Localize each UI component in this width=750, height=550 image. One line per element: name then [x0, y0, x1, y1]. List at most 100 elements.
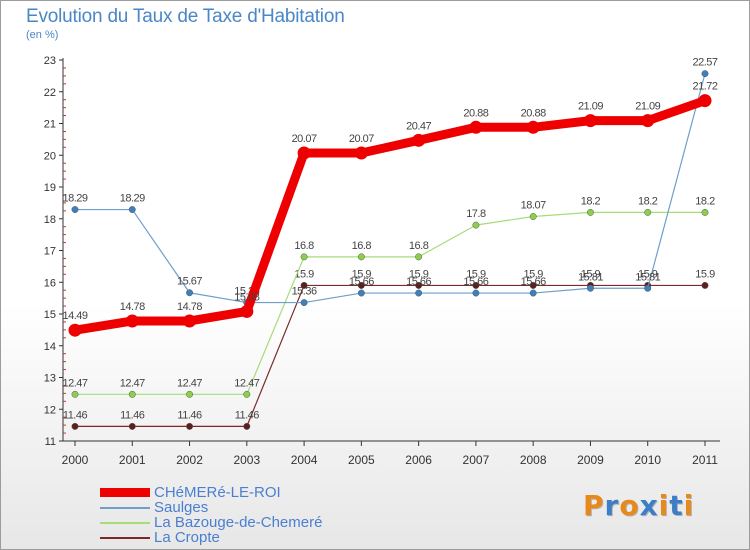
data-label: 11.46 — [120, 409, 145, 421]
data-label: 18.29 — [120, 193, 145, 205]
data-point — [415, 289, 423, 297]
legend-swatch — [100, 506, 150, 509]
y-tick-label: 11 — [45, 436, 56, 448]
data-label: 15.08 — [234, 291, 259, 303]
data-label: 21.09 — [578, 101, 603, 113]
legend-item: La Cropte — [100, 530, 322, 545]
data-point — [125, 314, 139, 328]
chart-legend: CHéMERé-LE-ROI Saulges La Bazouge-de-Cheme… — [100, 485, 322, 545]
data-label: 15.36 — [292, 286, 317, 298]
data-label: 14.78 — [120, 301, 145, 313]
data-point — [415, 281, 423, 289]
data-point — [240, 304, 254, 318]
data-label: 20.07 — [292, 133, 317, 145]
legend-item: Saulges — [100, 500, 322, 515]
data-label: 15.9 — [581, 268, 601, 280]
data-point — [587, 208, 594, 216]
x-tick-label: 2009 — [577, 453, 604, 467]
data-label: 15.9 — [352, 268, 372, 280]
data-label: 15.9 — [294, 268, 314, 280]
legend-swatch — [100, 488, 150, 497]
data-point — [297, 146, 311, 160]
series-line — [74, 73, 706, 304]
x-tick-label: 2004 — [291, 453, 318, 467]
y-tick-label: 19 — [44, 182, 56, 194]
data-point — [526, 120, 540, 134]
x-tick-label: 2010 — [634, 453, 661, 467]
data-label: 15.67 — [177, 276, 202, 288]
data-label: 15.81 — [578, 271, 603, 283]
data-label: 12.47 — [120, 377, 145, 389]
data-point — [644, 284, 652, 292]
data-label: 12.47 — [62, 377, 87, 389]
data-label: 15.81 — [635, 271, 660, 283]
x-tick-label: 2011 — [692, 453, 718, 467]
data-point — [641, 114, 655, 128]
proxiti-logo: Proxiti — [583, 489, 695, 522]
data-label: 16.8 — [294, 240, 314, 252]
data-label: 15.9 — [466, 268, 486, 280]
data-label: 22.57 — [692, 57, 717, 69]
y-tick-label: 18 — [44, 214, 56, 226]
legend-swatch — [100, 536, 150, 539]
data-point — [354, 146, 368, 160]
x-tick-label: 2008 — [520, 453, 547, 467]
data-label: 15.9 — [638, 268, 658, 280]
data-label: 18.2 — [581, 195, 601, 207]
data-point — [300, 299, 308, 307]
data-point — [644, 208, 652, 216]
data-point — [300, 253, 308, 261]
y-tick-label: 15 — [44, 309, 56, 321]
data-label: 18.07 — [521, 200, 546, 212]
data-point — [243, 422, 251, 430]
data-label: 16.8 — [409, 240, 429, 252]
y-tick-label: 12 — [44, 404, 56, 416]
series-line — [74, 211, 706, 395]
data-label: 11.46 — [177, 409, 202, 421]
x-tick-label: 2002 — [176, 453, 203, 467]
data-point — [472, 289, 480, 297]
data-label: 11.46 — [235, 409, 260, 421]
data-point — [529, 289, 537, 297]
data-label: 12.47 — [177, 377, 202, 389]
data-point — [583, 114, 597, 128]
data-label: 15.66 — [521, 276, 546, 288]
series-line — [70, 96, 710, 335]
data-point — [415, 253, 423, 261]
data-point — [357, 253, 365, 261]
x-tick-label: 2000 — [62, 453, 89, 467]
data-point — [357, 289, 365, 297]
y-tick-label: 22 — [44, 87, 56, 99]
chart-subtitle: (en %) — [26, 29, 59, 41]
data-point — [186, 422, 193, 430]
data-label: 15.66 — [349, 276, 374, 288]
data-point — [243, 390, 251, 398]
legend-label: CHéMERé-LE-ROI — [154, 484, 281, 501]
data-point — [186, 390, 193, 398]
data-point — [472, 221, 480, 229]
data-point — [698, 94, 712, 108]
data-point — [701, 208, 709, 216]
data-point — [186, 289, 193, 297]
legend-label: Saulges — [154, 499, 209, 516]
data-point — [71, 206, 79, 213]
x-tick-label: 2007 — [463, 453, 490, 467]
data-label: 21.09 — [635, 101, 660, 113]
data-point — [128, 422, 136, 430]
data-point — [71, 390, 79, 398]
data-point — [183, 314, 197, 328]
data-label: 20.88 — [521, 107, 546, 119]
data-point — [587, 284, 594, 292]
data-label: 17.8 — [466, 208, 486, 220]
legend-label: La Bazouge-de-Chemeré — [154, 514, 323, 531]
legend-item: La Bazouge-de-Chemeré — [100, 515, 322, 530]
data-label: 15.9 — [523, 268, 543, 280]
y-tick-label: 13 — [44, 373, 56, 385]
y-tick-label: 16 — [44, 277, 56, 289]
data-point — [412, 133, 426, 147]
data-label: 16.8 — [352, 240, 372, 252]
data-label: 18.29 — [62, 193, 87, 205]
data-point — [701, 281, 709, 289]
